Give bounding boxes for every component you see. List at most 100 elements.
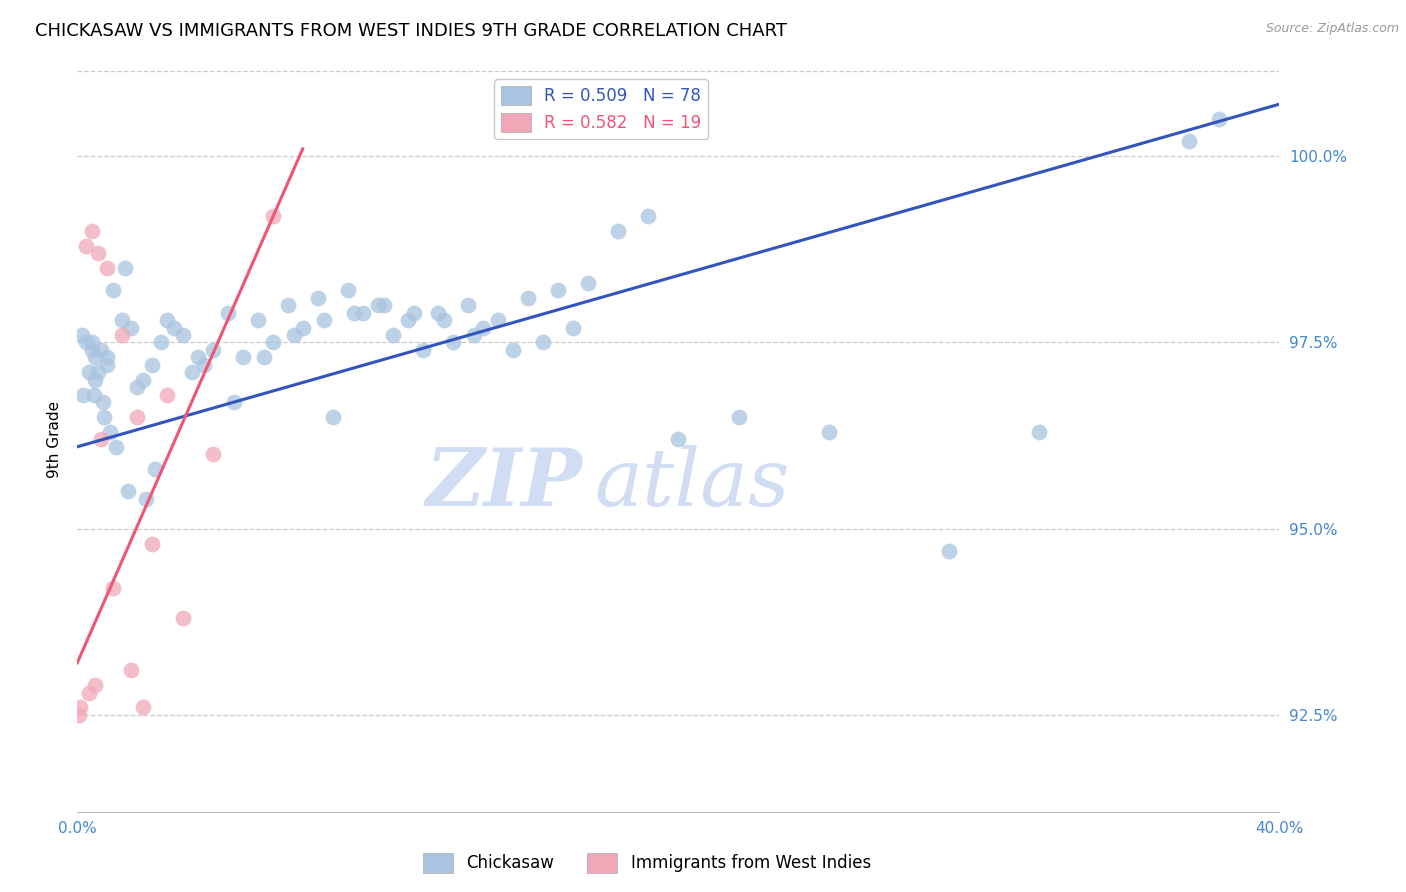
Point xyxy=(938,544,960,558)
Point xyxy=(150,335,173,350)
Text: Source: ZipAtlas.com: Source: ZipAtlas.com xyxy=(1265,22,1399,36)
Text: ZIP: ZIP xyxy=(426,445,582,523)
Point xyxy=(217,306,239,320)
Text: CHICKASAW VS IMMIGRANTS FROM WEST INDIES 9TH GRADE CORRELATION CHART: CHICKASAW VS IMMIGRANTS FROM WEST INDIES… xyxy=(35,22,787,40)
Point xyxy=(67,707,90,722)
Point xyxy=(141,358,163,372)
Point xyxy=(69,700,91,714)
Point xyxy=(193,358,215,372)
Point xyxy=(457,298,479,312)
Point xyxy=(222,395,245,409)
Y-axis label: 9th Grade: 9th Grade xyxy=(46,401,62,478)
Point xyxy=(83,387,105,401)
Point xyxy=(817,425,839,439)
Point xyxy=(84,373,107,387)
Point xyxy=(486,313,509,327)
Point xyxy=(607,224,630,238)
Point xyxy=(87,246,110,260)
Point xyxy=(114,260,136,275)
Point xyxy=(283,328,305,343)
Point xyxy=(72,387,94,401)
Point xyxy=(562,320,585,334)
Point xyxy=(127,409,149,424)
Point xyxy=(117,484,139,499)
Point xyxy=(82,343,104,357)
Point xyxy=(79,685,101,699)
Point xyxy=(517,291,540,305)
Point xyxy=(637,209,659,223)
Point xyxy=(79,365,101,379)
Point xyxy=(402,306,425,320)
Point xyxy=(111,313,134,327)
Point xyxy=(127,380,149,394)
Point xyxy=(201,343,224,357)
Point xyxy=(91,395,114,409)
Point xyxy=(668,432,690,446)
Point xyxy=(135,491,157,506)
Point xyxy=(1028,425,1050,439)
Point xyxy=(70,328,93,343)
Point xyxy=(75,335,97,350)
Point xyxy=(96,351,118,365)
Point xyxy=(412,343,434,357)
Point xyxy=(84,351,107,365)
Point xyxy=(246,313,269,327)
Point xyxy=(427,306,450,320)
Point xyxy=(172,328,194,343)
Point xyxy=(531,335,554,350)
Point xyxy=(96,260,118,275)
Point xyxy=(277,298,299,312)
Point xyxy=(381,328,404,343)
Point xyxy=(322,409,344,424)
Point xyxy=(156,313,179,327)
Point xyxy=(120,320,142,334)
Point xyxy=(120,663,142,677)
Point xyxy=(343,306,366,320)
Point xyxy=(87,365,110,379)
Point xyxy=(463,328,485,343)
Point xyxy=(441,335,464,350)
Point xyxy=(307,291,329,305)
Point xyxy=(201,447,224,461)
Point xyxy=(111,328,134,343)
Point xyxy=(172,611,194,625)
Point xyxy=(180,365,202,379)
Point xyxy=(262,335,284,350)
Point xyxy=(96,358,118,372)
Point xyxy=(187,351,209,365)
Point xyxy=(84,678,107,692)
Point xyxy=(1208,112,1230,126)
Point xyxy=(145,462,167,476)
Point xyxy=(312,313,335,327)
Point xyxy=(367,298,389,312)
Point xyxy=(373,298,395,312)
Point xyxy=(141,536,163,550)
Point xyxy=(576,276,599,290)
Point xyxy=(75,238,97,252)
Point xyxy=(82,335,104,350)
Point xyxy=(396,313,419,327)
Point xyxy=(93,409,115,424)
Point xyxy=(1178,134,1201,148)
Point xyxy=(132,700,155,714)
Point xyxy=(162,320,184,334)
Point xyxy=(502,343,524,357)
Point xyxy=(727,409,749,424)
Point xyxy=(232,351,254,365)
Point xyxy=(90,432,112,446)
Point xyxy=(82,224,104,238)
Point xyxy=(156,387,179,401)
Point xyxy=(105,440,128,454)
Point xyxy=(103,283,125,297)
Point xyxy=(433,313,456,327)
Point xyxy=(336,283,359,297)
Point xyxy=(90,343,112,357)
Point xyxy=(352,306,374,320)
Point xyxy=(547,283,569,297)
Text: atlas: atlas xyxy=(595,445,790,523)
Point xyxy=(291,320,314,334)
Point xyxy=(472,320,495,334)
Legend: Chickasaw, Immigrants from West Indies: Chickasaw, Immigrants from West Indies xyxy=(416,847,877,880)
Point xyxy=(103,581,125,595)
Point xyxy=(262,209,284,223)
